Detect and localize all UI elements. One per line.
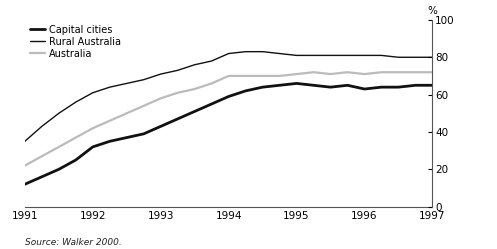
Line: Rural Australia: Rural Australia xyxy=(25,52,432,141)
Line: Australia: Australia xyxy=(25,72,432,166)
Rural Australia xyxy=(413,56,418,59)
Capital cities xyxy=(124,136,130,139)
Australia xyxy=(294,72,300,75)
Rural Australia xyxy=(429,56,435,59)
Rural Australia xyxy=(107,86,113,89)
Capital cities xyxy=(378,86,384,89)
Capital cities xyxy=(39,175,45,178)
Capital cities xyxy=(429,84,435,87)
Text: %: % xyxy=(427,6,437,16)
Australia xyxy=(73,136,79,139)
Capital cities xyxy=(259,86,265,89)
Rural Australia xyxy=(226,52,232,55)
Capital cities xyxy=(22,183,28,186)
Capital cities xyxy=(56,168,62,171)
Legend: Capital cities, Rural Australia, Australia: Capital cities, Rural Australia, Austral… xyxy=(30,25,121,59)
Australia xyxy=(276,74,282,77)
Capital cities xyxy=(174,117,180,120)
Rural Australia xyxy=(243,50,248,53)
Australia xyxy=(124,112,130,115)
Capital cities xyxy=(141,132,147,135)
Capital cities xyxy=(209,103,215,106)
Capital cities xyxy=(158,125,164,128)
Rural Australia xyxy=(73,101,79,104)
Capital cities xyxy=(107,140,113,143)
Australia xyxy=(413,71,418,74)
Capital cities xyxy=(192,110,198,113)
Australia xyxy=(39,155,45,158)
Australia xyxy=(378,71,384,74)
Australia xyxy=(158,97,164,100)
Australia xyxy=(107,119,113,122)
Rural Australia xyxy=(90,91,96,94)
Rural Australia xyxy=(294,54,300,57)
Australia xyxy=(56,145,62,148)
Rural Australia xyxy=(276,52,282,55)
Australia xyxy=(243,74,248,77)
Capital cities xyxy=(243,89,248,92)
Capital cities xyxy=(73,158,79,161)
Capital cities xyxy=(396,86,402,89)
Australia xyxy=(22,164,28,167)
Rural Australia xyxy=(141,78,147,81)
Line: Capital cities: Capital cities xyxy=(25,83,432,184)
Australia xyxy=(209,82,215,85)
Rural Australia xyxy=(361,54,367,57)
Australia xyxy=(396,71,402,74)
Australia xyxy=(174,91,180,94)
Rural Australia xyxy=(22,140,28,143)
Capital cities xyxy=(226,95,232,98)
Rural Australia xyxy=(124,82,130,85)
Australia xyxy=(361,72,367,75)
Rural Australia xyxy=(192,63,198,66)
Australia xyxy=(90,127,96,130)
Capital cities xyxy=(276,84,282,87)
Australia xyxy=(344,71,350,74)
Australia xyxy=(259,74,265,77)
Rural Australia xyxy=(311,54,317,57)
Rural Australia xyxy=(158,72,164,75)
Rural Australia xyxy=(39,125,45,128)
Rural Australia xyxy=(344,54,350,57)
Rural Australia xyxy=(56,112,62,115)
Rural Australia xyxy=(396,56,402,59)
Capital cities xyxy=(294,82,300,85)
Text: Source: Walker 2000.: Source: Walker 2000. xyxy=(25,238,122,247)
Capital cities xyxy=(90,145,96,148)
Rural Australia xyxy=(174,69,180,72)
Rural Australia xyxy=(328,54,333,57)
Capital cities xyxy=(361,88,367,91)
Capital cities xyxy=(328,86,333,89)
Rural Australia xyxy=(259,50,265,53)
Australia xyxy=(141,104,147,107)
Capital cities xyxy=(344,84,350,87)
Australia xyxy=(429,71,435,74)
Australia xyxy=(311,71,317,74)
Rural Australia xyxy=(378,54,384,57)
Rural Australia xyxy=(209,60,215,62)
Capital cities xyxy=(413,84,418,87)
Australia xyxy=(192,88,198,91)
Capital cities xyxy=(311,84,317,87)
Australia xyxy=(328,72,333,75)
Australia xyxy=(226,74,232,77)
